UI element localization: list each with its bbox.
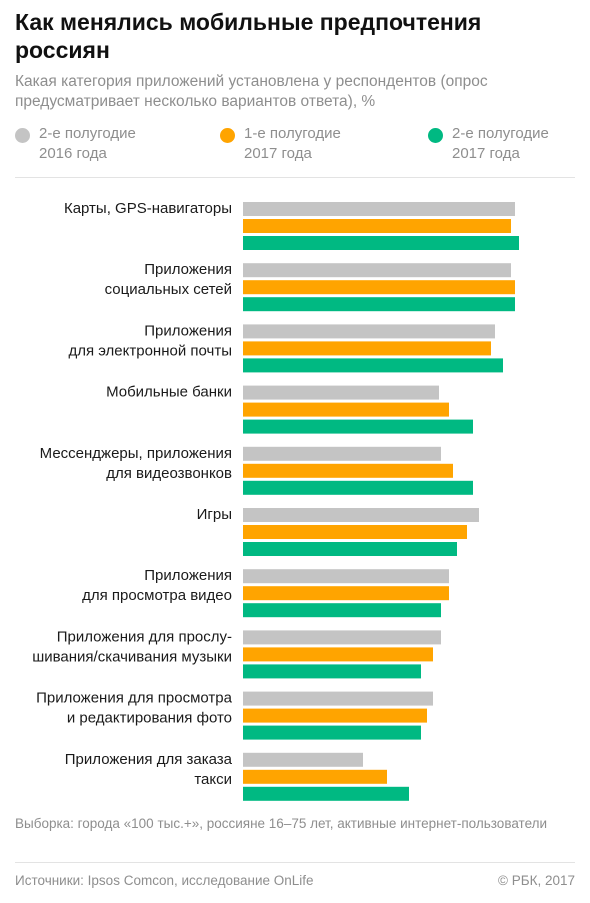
chart-title: Как менялись мобильные предпочтения росс… [15,9,482,63]
category-label-line: Мессенджеры, приложения [40,445,232,462]
bar-series-2 [243,664,421,679]
category-label: Приложения для прослу-шивания/скачивания… [32,628,232,665]
bar-series-1 [243,525,467,539]
category-label: Карты, GPS-навигаторы [64,200,232,217]
legend-item-2016-h2: 2-е полугодие 2016 года [15,124,136,164]
category-group: Приложения социальных сетей [105,261,515,312]
category-label-line: такси [194,771,232,788]
bar-series-2 [243,358,503,373]
bar-series-0 [243,691,433,706]
bar-series-2 [243,542,457,556]
category-group: Мобильные банки [106,384,473,434]
copyright-text: © РБК, 2017 [498,873,575,888]
bar-series-1 [243,769,387,784]
category-label: Игры [197,506,232,523]
category-group: Приложения для заказа такси [65,751,409,801]
category-label: Приложения для просмотра видео [82,567,232,604]
category-group: Приложения для просмотра видео [82,567,449,618]
bar-series-0 [243,385,439,400]
bar-series-1 [243,219,511,233]
legend-item-2017-h1: 1-е полугодие 2017 года [220,124,341,164]
category-label-line: Карты, GPS-навигаторы [64,200,232,217]
category-label-line: Приложения для просмотра [36,690,233,707]
category-group: Игры [197,506,479,556]
category-label-line: для видеозвонков [106,465,232,482]
category-group: Мессенджеры, приложения для видеозвонков [40,445,473,495]
sample-note: Выборка: города «100 тыс.+», россияне 16… [15,816,548,831]
category-label-line: Приложения для заказа [65,751,233,768]
legend-label: 2-е полугодие 2017 года [452,125,549,162]
legend-dot-icon [220,128,235,143]
category-label: Приложения для просмотра и редактирования… [36,690,233,727]
category-group: Приложения для электронной почты [68,322,503,373]
category-label: Мобильные банки [106,384,232,401]
bar-series-1 [243,341,491,356]
bar-series-0 [243,446,441,461]
category-group: Приложения для просмотра и редактирования… [36,690,433,740]
bar-series-0 [243,202,515,216]
bar-series-0 [243,752,363,767]
divider-top [15,177,575,178]
bar-series-2 [243,786,409,801]
bar-series-2 [243,236,519,250]
bar-series-0 [243,569,449,584]
bar-series-0 [243,508,479,522]
bar-series-0 [243,324,495,339]
category-label-line: для электронной почты [68,342,232,359]
category-label: Приложения социальных сетей [105,261,232,298]
legend-item-2017-h2: 2-е полугодие 2017 года [428,124,549,164]
category-group: Приложения для прослу-шивания/скачивания… [32,628,441,679]
bar-series-2 [243,603,441,618]
bar-series-1 [243,586,449,601]
category-label: Приложения для заказа такси [65,751,233,788]
category-label-line: Приложения [144,322,232,339]
category-group: Карты, GPS-навигаторы [64,200,519,250]
category-label-line: Мобильные банки [106,384,232,401]
bar-series-0 [243,263,511,278]
bar-series-1 [243,708,427,723]
category-label-line: и редактирования фото [67,710,232,727]
bar-series-1 [243,463,453,478]
category-label-line: Приложения [144,261,232,278]
legend-dot-icon [15,128,30,143]
bar-series-0 [243,630,441,645]
source-text: Источники: Ipsos Comcon, исследование On… [15,873,314,888]
category-label: Приложения для электронной почты [68,322,232,359]
category-label: Мессенджеры, приложения для видеозвонков [40,445,232,482]
legend-label: 1-е полугодие 2017 года [244,125,341,162]
category-label-line: шивания/скачивания музыки [32,648,232,665]
chart-subtitle: Какая категория приложений установлена у… [15,73,488,110]
category-label-line: Игры [197,506,232,523]
category-label-line: Приложения для прослу- [57,628,232,645]
bar-series-1 [243,402,449,417]
bar-series-1 [243,280,515,295]
category-label-line: социальных сетей [105,281,232,298]
category-label-line: для просмотра видео [82,587,232,604]
divider-bottom [15,862,575,863]
bar-chart: Карты, GPS-навигаторы Приложения социальны… [32,200,519,801]
category-label-line: Приложения [144,567,232,584]
bar-series-2 [243,419,473,434]
bar-series-2 [243,480,473,495]
bar-series-2 [243,297,515,312]
bar-series-1 [243,647,433,662]
bar-series-2 [243,725,421,740]
legend-dot-icon [428,128,443,143]
legend-label: 2-е полугодие 2016 года [39,125,136,162]
